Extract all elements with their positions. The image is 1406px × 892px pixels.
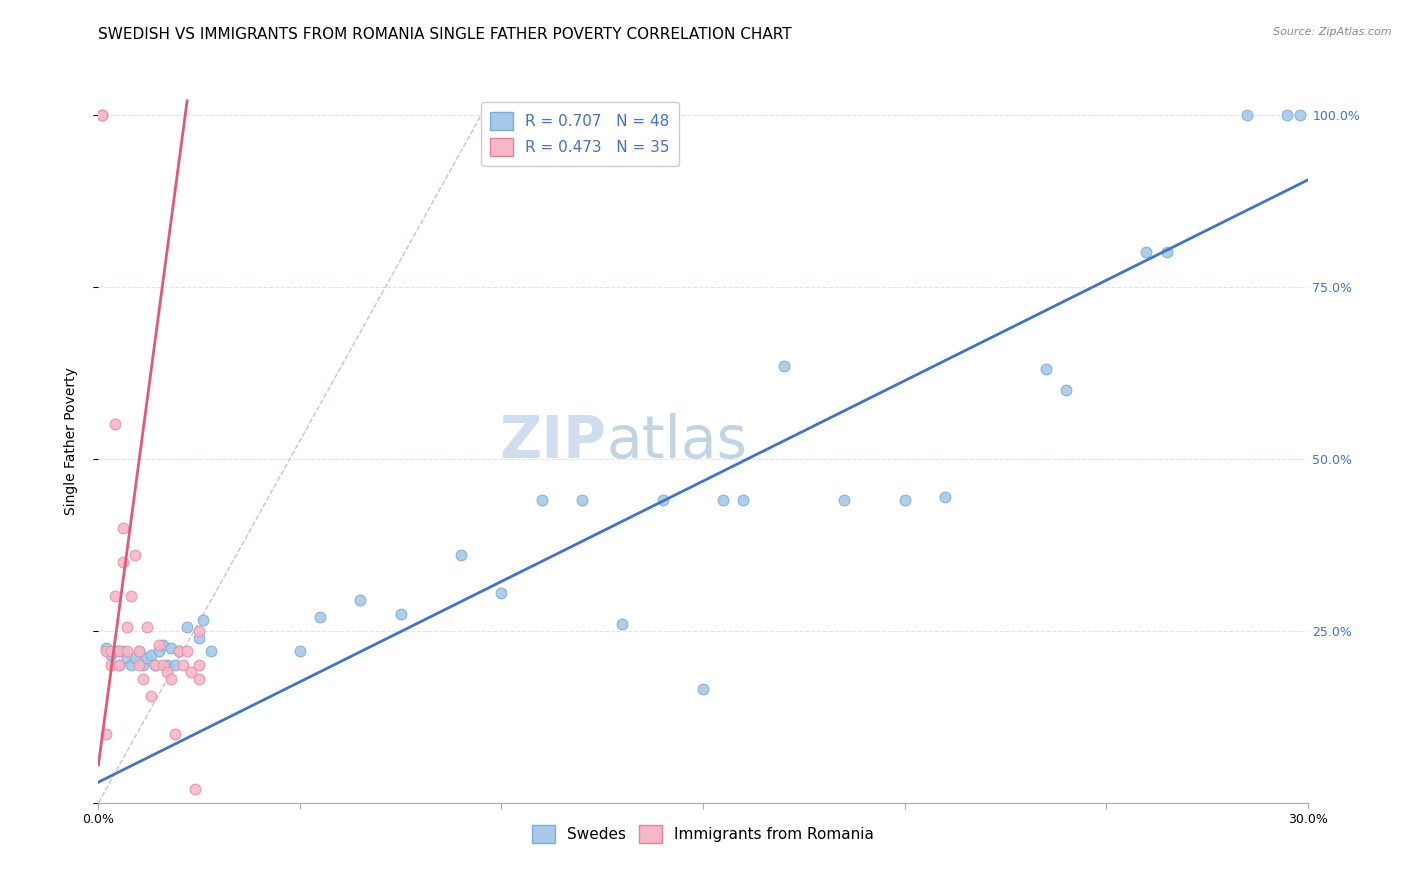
Point bbox=[188, 672, 211, 686]
Point bbox=[934, 490, 956, 504]
Point bbox=[124, 548, 146, 562]
Point bbox=[111, 555, 134, 569]
Point bbox=[156, 665, 179, 679]
Point bbox=[107, 658, 129, 673]
Point bbox=[152, 638, 174, 652]
Point bbox=[733, 493, 755, 508]
Point bbox=[124, 651, 146, 665]
Point bbox=[491, 586, 513, 600]
Point bbox=[128, 658, 150, 673]
Point bbox=[128, 644, 150, 658]
Point bbox=[893, 493, 915, 508]
Text: atlas: atlas bbox=[606, 413, 747, 470]
Point bbox=[530, 493, 553, 508]
Point bbox=[103, 644, 125, 658]
Point bbox=[1236, 108, 1258, 122]
Point bbox=[111, 520, 134, 534]
Point bbox=[184, 782, 207, 797]
Point bbox=[180, 665, 202, 679]
Text: SWEDISH VS IMMIGRANTS FROM ROMANIA SINGLE FATHER POVERTY CORRELATION CHART: SWEDISH VS IMMIGRANTS FROM ROMANIA SINGL… bbox=[98, 27, 792, 42]
Point bbox=[1156, 245, 1178, 260]
Point bbox=[651, 493, 673, 508]
Point bbox=[167, 644, 190, 658]
Point bbox=[1135, 245, 1157, 260]
Point bbox=[188, 631, 211, 645]
Point bbox=[349, 592, 371, 607]
Legend: Swedes, Immigrants from Romania: Swedes, Immigrants from Romania bbox=[526, 819, 880, 849]
Point bbox=[200, 644, 222, 658]
Point bbox=[772, 359, 794, 373]
Point bbox=[132, 658, 155, 673]
Point bbox=[692, 682, 714, 697]
Point bbox=[128, 644, 150, 658]
Point bbox=[115, 651, 138, 665]
Point bbox=[107, 644, 129, 658]
Point bbox=[107, 644, 129, 658]
Text: Source: ZipAtlas.com: Source: ZipAtlas.com bbox=[1274, 27, 1392, 37]
Point bbox=[96, 644, 118, 658]
Point bbox=[152, 658, 174, 673]
Point bbox=[139, 689, 162, 703]
Point bbox=[100, 658, 122, 673]
Point bbox=[135, 620, 157, 634]
Point bbox=[172, 658, 194, 673]
Y-axis label: Single Father Poverty: Single Father Poverty bbox=[63, 368, 77, 516]
Point bbox=[91, 108, 114, 122]
Point bbox=[148, 638, 170, 652]
Point bbox=[115, 644, 138, 658]
Point bbox=[143, 658, 166, 673]
Point bbox=[571, 493, 593, 508]
Point bbox=[1288, 108, 1310, 122]
Point bbox=[450, 548, 472, 562]
Point bbox=[156, 658, 179, 673]
Point bbox=[176, 620, 198, 634]
Point bbox=[107, 658, 129, 673]
Point bbox=[389, 607, 412, 621]
Text: ZIP: ZIP bbox=[499, 413, 606, 470]
Point bbox=[163, 658, 186, 673]
Point bbox=[176, 644, 198, 658]
Point bbox=[160, 640, 183, 655]
Point bbox=[612, 616, 634, 631]
Point bbox=[309, 610, 332, 624]
Point bbox=[111, 644, 134, 658]
Point bbox=[167, 644, 190, 658]
Point bbox=[100, 644, 122, 658]
Point bbox=[103, 417, 125, 432]
Point bbox=[711, 493, 734, 508]
Point bbox=[188, 658, 211, 673]
Point bbox=[1035, 362, 1057, 376]
Point bbox=[115, 620, 138, 634]
Point bbox=[188, 624, 211, 638]
Point bbox=[132, 672, 155, 686]
Point bbox=[103, 590, 125, 604]
Point bbox=[160, 672, 183, 686]
Point bbox=[91, 108, 114, 122]
Point bbox=[120, 658, 142, 673]
Point bbox=[139, 648, 162, 662]
Point bbox=[193, 614, 215, 628]
Point bbox=[120, 590, 142, 604]
Point bbox=[135, 651, 157, 665]
Point bbox=[1277, 108, 1299, 122]
Point bbox=[96, 640, 118, 655]
Point bbox=[148, 644, 170, 658]
Point bbox=[288, 644, 311, 658]
Point bbox=[143, 658, 166, 673]
Point bbox=[96, 727, 118, 741]
Point bbox=[832, 493, 855, 508]
Point bbox=[100, 648, 122, 662]
Point bbox=[163, 727, 186, 741]
Point bbox=[1054, 383, 1077, 397]
